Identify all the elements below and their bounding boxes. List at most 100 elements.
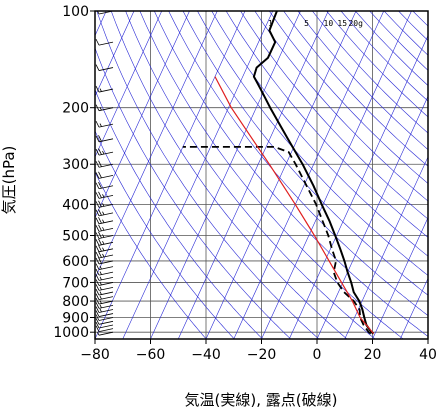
- wind-barb-half-flag: [99, 286, 102, 290]
- dry-adiabat-line: [139, 11, 404, 339]
- parcel-line: [214, 76, 375, 334]
- wind-barb-flag: [98, 257, 102, 264]
- wind-barb-flag: [95, 302, 100, 309]
- wind-barb-half-flag: [99, 265, 102, 270]
- mixing-ratio-label: 20g: [348, 19, 363, 28]
- wind-barb-shaft: [98, 328, 114, 333]
- wind-barb-flag: [95, 306, 100, 313]
- wind-barb-flag: [95, 310, 100, 317]
- y-tick-label: 700: [62, 275, 89, 291]
- wind-barb: [97, 331, 114, 336]
- dry-adiabat-line: [168, 11, 428, 316]
- wind-barb: [95, 120, 114, 128]
- wind-barb-half-flag: [102, 150, 105, 155]
- wind-barb-half-flag: [99, 291, 102, 295]
- wind-barb-half-flag: [102, 227, 105, 231]
- wind-barb-shaft: [98, 317, 114, 321]
- wind-barb-half-flag: [102, 253, 105, 258]
- wind-barb: [95, 310, 114, 317]
- dry-adiabat-line: [268, 11, 428, 184]
- wind-barb-half-flag: [99, 123, 102, 127]
- wind-barb-flag: [95, 314, 100, 321]
- profile-lines: [182, 11, 375, 335]
- wind-barb-flag: [98, 171, 102, 179]
- wind-barb: [95, 306, 114, 313]
- wind-barb: [95, 171, 114, 179]
- x-tick-label: −40: [191, 347, 221, 363]
- dry-adiabat-line: [154, 11, 428, 337]
- y-tick-label: 100: [62, 4, 89, 20]
- wind-barb-half-flag: [102, 194, 105, 198]
- dry-adiabat-line: [297, 11, 428, 150]
- wind-barb: [95, 321, 114, 329]
- y-tick-label: 400: [62, 197, 89, 213]
- wind-barb-flag: [98, 251, 102, 258]
- wind-barb-flag: [95, 217, 100, 224]
- isotherm-line: [95, 11, 163, 158]
- mixing-ratio-labels: 1 5 10 15 20g: [268, 19, 363, 28]
- wind-barb-flag: [95, 274, 100, 281]
- wind-barb-flag: [95, 64, 100, 71]
- x-ticks: −80 −60 −40 −20 0 20 40: [80, 339, 436, 363]
- y-tick-label: 1000: [53, 325, 89, 341]
- wind-barb-flag: [98, 224, 102, 231]
- wind-barb-flag: [98, 231, 102, 239]
- wind-barb: [95, 268, 114, 276]
- wind-barb-flag: [95, 251, 100, 259]
- dry-adiabat-line: [412, 11, 428, 27]
- dry-adiabat-line: [369, 11, 428, 71]
- isotherm-line: [177, 11, 329, 339]
- wind-barb: [95, 284, 114, 291]
- wind-barb-flag: [95, 288, 100, 296]
- wind-barb-flag: [95, 38, 100, 46]
- x-tick-label: 20: [364, 347, 382, 363]
- wind-barb-shaft: [98, 41, 114, 46]
- y-tick-label: 200: [62, 101, 89, 117]
- mixing-ratio-label: 15: [337, 19, 347, 28]
- wind-barb: [95, 314, 114, 321]
- wind-barb: [95, 64, 114, 71]
- isotherm-line: [95, 11, 135, 98]
- dry-adiabat-line: [95, 47, 291, 339]
- wind-barb-half-flag: [102, 247, 105, 251]
- wind-barb-half-flag: [99, 106, 102, 111]
- wind-barb-flag: [95, 293, 100, 300]
- y-tick-label: 500: [62, 229, 89, 245]
- wind-barb-half-flag: [102, 234, 105, 238]
- isotherm-line: [150, 11, 301, 339]
- wind-barb: [95, 38, 114, 46]
- dry-adiabat-line: [240, 11, 428, 220]
- wind-barb-half-flag: [99, 271, 102, 275]
- dry-adiabat-line: [125, 11, 376, 339]
- wind-barb-flag: [95, 104, 100, 111]
- isotherm-line: [399, 277, 428, 339]
- dry-adiabat-line: [95, 130, 235, 339]
- wind-barb: [95, 293, 114, 301]
- wind-barb-flag: [98, 200, 102, 208]
- wind-barb: [95, 245, 114, 253]
- wind-barb: [95, 288, 114, 296]
- dry-adiabat-line: [197, 11, 428, 276]
- wind-barb: [95, 302, 114, 309]
- wind-barb-flag: [95, 325, 100, 332]
- dry-adiabat-line: [211, 11, 428, 257]
- wind-barb-half-flag: [99, 304, 102, 308]
- dry-adiabat-line: [283, 11, 428, 167]
- wind-barb-flag: [98, 238, 102, 245]
- wind-barb-half-flag: [99, 281, 102, 286]
- isotherm-line: [261, 11, 412, 339]
- wind-barb-flag: [98, 191, 102, 199]
- wind-barb: [95, 191, 114, 199]
- wind-barb-shaft: [98, 324, 114, 329]
- wind-barb-shaft: [98, 313, 114, 317]
- wind-barb-half-flag: [99, 300, 102, 304]
- isotherm-line: [95, 11, 190, 219]
- dewpoint-line: [182, 146, 372, 335]
- wind-barb-flag: [95, 321, 100, 329]
- wind-barb-flag: [98, 160, 102, 167]
- dry-adiabat-line: [340, 11, 428, 102]
- wind-barb-half-flag: [97, 332, 100, 336]
- wind-barb-shaft: [98, 320, 114, 325]
- wind-barb-flag: [95, 161, 100, 168]
